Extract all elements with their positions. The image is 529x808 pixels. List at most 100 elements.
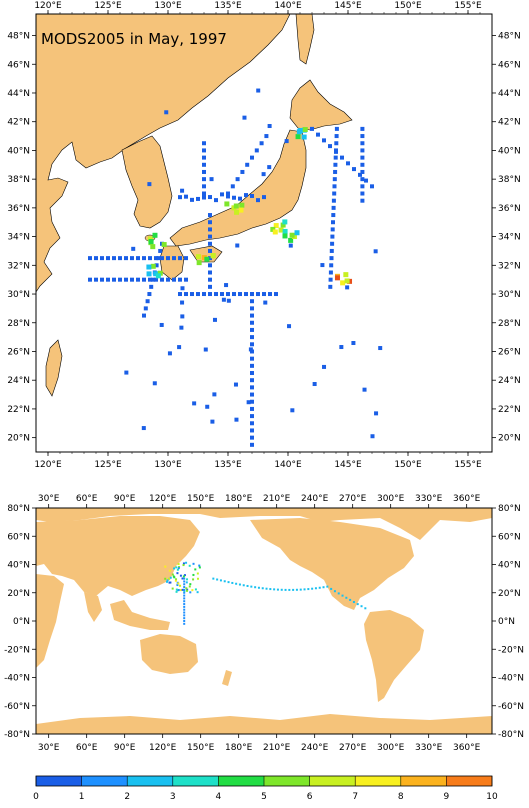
observation-cell xyxy=(202,195,206,200)
bottom-map-ticks: 30°E 30°E 60°E 60°E 90°E 90°E 120°E 120°E 150°E 1… xyxy=(4,494,524,753)
colorbar-label: 8 xyxy=(398,792,404,802)
observation-cell xyxy=(183,614,186,617)
observation-cell xyxy=(178,195,182,200)
observation-cell xyxy=(264,134,269,139)
observation-cell xyxy=(352,167,356,172)
colorbar-label: 3 xyxy=(170,792,176,802)
observation-cell xyxy=(238,196,242,201)
observation-cell xyxy=(151,277,155,282)
top-lat-label-left: 48°N xyxy=(7,32,30,42)
observation-cell xyxy=(166,256,170,261)
observation-cell xyxy=(169,581,172,584)
observation-cell xyxy=(142,277,146,282)
observation-cell xyxy=(214,292,218,297)
observation-cell xyxy=(183,603,186,606)
top-lon-label-bottom: 130°E xyxy=(154,460,182,470)
observation-cell xyxy=(226,298,231,303)
bottom-lon-label-top: 90°E xyxy=(114,494,136,504)
bottom-lon-label-top: 180°E xyxy=(225,494,253,504)
top-lat-label-left: 36°N xyxy=(7,204,30,214)
top-lat-label-left: 22°N xyxy=(7,405,30,415)
observation-cell xyxy=(183,577,186,580)
observation-cell xyxy=(130,277,134,282)
observation-cell xyxy=(178,256,182,261)
bottom-map: 30°E 30°E 60°E 60°E 90°E 90°E 120°E 120°E 150°E 1… xyxy=(4,494,524,753)
observation-cell xyxy=(183,574,186,577)
observation-cell xyxy=(94,256,98,261)
top-lat-label-left: 32°N xyxy=(7,261,30,271)
observation-cell xyxy=(360,148,365,153)
observation-cell xyxy=(158,248,163,253)
observation-cell xyxy=(178,277,182,282)
bottom-lon-label-bottom: 90°E xyxy=(114,743,136,753)
observation-cell xyxy=(174,579,177,582)
observation-cell xyxy=(235,243,240,248)
bottom-lon-label-top: 270°E xyxy=(339,494,367,504)
observation-cell xyxy=(250,335,254,340)
observation-cell xyxy=(198,564,201,567)
top-lon-label-top: 120°E xyxy=(34,1,62,11)
colorbar-swatch xyxy=(400,776,447,786)
observation-cell xyxy=(370,184,374,189)
bottom-lat-label-left: -20°N xyxy=(4,645,30,655)
observation-cell xyxy=(169,576,172,579)
observation-cell xyxy=(250,442,254,447)
observation-cell-hot xyxy=(150,263,156,269)
observation-cell xyxy=(189,591,192,594)
bottom-lon-label-bottom: 120°E xyxy=(149,743,177,753)
observation-cell xyxy=(216,578,219,581)
observation-cell xyxy=(198,566,201,569)
observation-cell xyxy=(202,141,206,146)
observation-cell xyxy=(250,155,254,160)
top-lat-label-left: 28°N xyxy=(7,319,30,329)
observation-cell xyxy=(268,292,272,297)
observation-cell xyxy=(322,586,325,589)
observation-cell xyxy=(328,144,332,149)
top-lat-label-left: 34°N xyxy=(7,233,30,243)
observation-cell xyxy=(160,277,164,282)
observation-cell-hot xyxy=(157,270,163,276)
observation-cell xyxy=(224,283,229,288)
observation-cell xyxy=(352,601,355,604)
observation-cell xyxy=(334,134,339,139)
top-lat-label-left: 42°N xyxy=(7,118,30,128)
observation-cell xyxy=(212,577,215,580)
top-lat-label-right: 44°N xyxy=(498,89,521,99)
observation-cell xyxy=(88,256,92,261)
observation-cell xyxy=(164,577,167,580)
observation-cell xyxy=(186,589,189,592)
observation-cell xyxy=(182,575,185,578)
observation-cell xyxy=(202,169,206,174)
bottom-lon-label-bottom: 330°E xyxy=(415,743,443,753)
observation-cell-hot xyxy=(153,271,159,277)
colorbar-label: 1 xyxy=(79,792,85,802)
observation-cell-hot xyxy=(210,253,216,259)
observation-cell xyxy=(188,585,191,588)
observation-cell xyxy=(143,306,148,311)
observation-cell xyxy=(189,583,192,586)
observation-cell xyxy=(190,197,194,202)
observation-cell xyxy=(334,141,339,146)
observation-cell xyxy=(333,169,338,174)
observation-cell xyxy=(177,345,182,350)
observation-cell xyxy=(340,155,344,160)
observation-cell xyxy=(208,292,212,297)
observation-cell xyxy=(177,563,180,566)
observation-cell xyxy=(360,177,365,182)
observation-cell xyxy=(167,351,172,356)
observation-cell xyxy=(330,234,335,239)
observation-cell xyxy=(235,177,240,182)
observation-cell xyxy=(191,589,194,592)
bottom-lat-label-right: 20°N xyxy=(498,589,521,599)
top-lat-label-left: 44°N xyxy=(7,89,30,99)
observation-cell xyxy=(238,583,241,586)
observation-cell xyxy=(262,292,266,297)
observation-cell xyxy=(167,577,170,580)
observation-cell-hot xyxy=(270,226,276,232)
observation-cell xyxy=(248,347,253,352)
observation-cell xyxy=(112,277,116,282)
observation-cell xyxy=(250,363,254,368)
bottom-lat-label-right: -40°N xyxy=(498,674,524,684)
observation-cell xyxy=(192,401,197,406)
observation-cell xyxy=(267,165,272,170)
